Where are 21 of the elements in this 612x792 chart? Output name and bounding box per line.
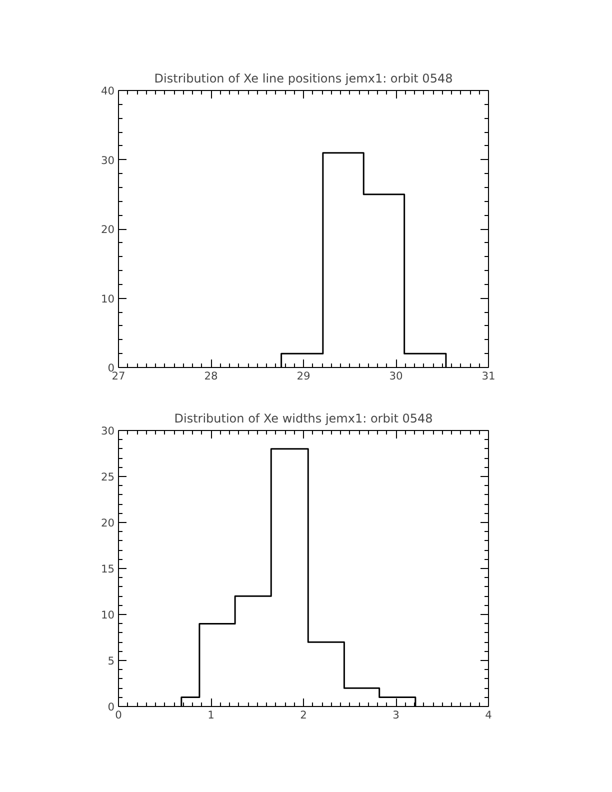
y-tick-label: 20: [100, 516, 115, 530]
x-tick-label: 31: [482, 370, 496, 382]
x-tick-label: 3: [392, 708, 400, 722]
y-tick-label: 10: [100, 608, 115, 622]
x-tick-label: 2: [300, 708, 307, 722]
y-tick-label: 20: [100, 223, 115, 236]
x-tick-label: 4: [485, 708, 492, 722]
y-tick-label: 15: [100, 562, 115, 576]
chart-title: Distribution of Xe widths jemx1: orbit 0548: [174, 412, 433, 426]
chart-title: Distribution of Xe line positions jemx1: orbit 0548: [154, 72, 453, 86]
y-tick-label: 30: [100, 424, 115, 438]
x-tick-label: 28: [204, 370, 218, 382]
x-tick-label: 29: [296, 370, 310, 382]
y-tick-label: 40: [100, 84, 115, 98]
y-tick-label: 5: [108, 654, 114, 668]
y-tick-label: 0: [108, 700, 115, 714]
y-tick-label: 10: [100, 292, 115, 306]
x-tick-label: 1: [208, 708, 214, 722]
y-tick-label: 30: [100, 154, 115, 167]
x-tick-label: 30: [389, 370, 403, 382]
y-tick-label: 25: [100, 470, 115, 484]
